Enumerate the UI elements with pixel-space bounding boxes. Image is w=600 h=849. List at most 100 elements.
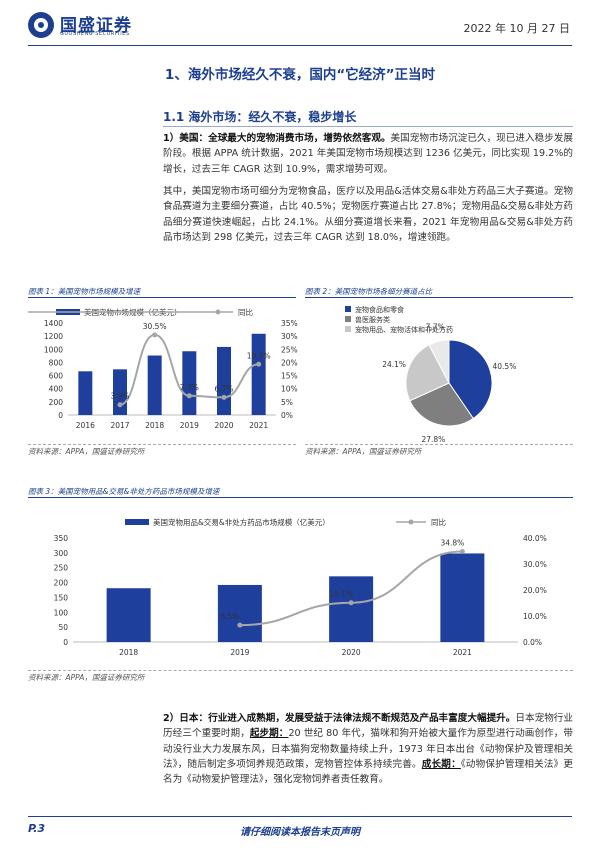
x-tick-label: 2018	[119, 648, 138, 657]
bar	[106, 588, 151, 642]
yoy-point	[117, 402, 123, 408]
y2-tick-label: 30.0%	[523, 560, 547, 569]
bar	[217, 584, 262, 642]
subsection-divider	[163, 126, 573, 127]
paragraph-usa-body: 美国宠物市场沉淀已久，现已进入稳步发展阶段。根据 APPA 统计数据，2021 …	[163, 133, 573, 175]
figure3-source: 资料来源：APPA，国盛证券研究所	[28, 673, 145, 682]
paragraph-japan-startup: 20 世纪 80 年代，猫咪和狗开始被大量作为原型进行动画创作，带动没行业大力发…	[163, 728, 574, 770]
figure1-caption: 图表 1：美国宠物市场规模及增速	[28, 287, 141, 296]
y-tick-label: 200	[49, 398, 64, 407]
y2-tick-label: 0.0%	[523, 638, 542, 647]
pie-label: 24.1%	[382, 360, 406, 369]
bar	[440, 553, 485, 642]
paragraph-segments: 其中，美国宠物市场可细分为宠物食品，医疗以及用品&活体交易&非处方药品三大子赛道…	[163, 186, 573, 243]
x-tick-label: 2017	[110, 421, 129, 430]
data-label: 6.5%	[220, 612, 239, 621]
figure1-chart: 美国宠物市场规模（亿美元） 同比 02004006008001000120014…	[28, 307, 298, 430]
figure3-caption-line	[28, 497, 573, 498]
y2-tick-label: 20.0%	[523, 586, 547, 595]
x-tick-label: 2019	[230, 648, 249, 657]
figure2-source: 资料来源：APPA，国盛证券研究所	[305, 447, 422, 456]
figure1-source-divider	[28, 444, 296, 445]
paragraph-japan-lead: 2）日本：行业进入成熟期，发展受益于法律法规不断规范及产品丰富度大幅提升。	[163, 713, 516, 724]
data-label: 15.1%	[329, 590, 353, 599]
pie-slice	[448, 339, 493, 420]
y-tick-label: 1000	[44, 345, 63, 354]
y2-tick-label: 40.0%	[523, 534, 547, 543]
y2-tick-label: 20%	[281, 358, 298, 367]
paragraph-japan-growth: 《动物保护管理相关法》更名为《动物爱护管理法》，强化宠物饲养者责任教育。	[163, 758, 574, 786]
y-tick-label: 600	[49, 372, 64, 381]
figure1-caption-line	[28, 297, 296, 298]
data-label: 7.3%	[180, 383, 199, 392]
legend-bar-label: 美国宠物用品&交易&非处方药品市场规模（亿美元）	[153, 517, 330, 527]
label-growth-period: 成长期：	[421, 758, 461, 770]
report-date: 2022 年 10 月 27 日	[463, 22, 570, 35]
y2-tick-label: 5%	[281, 398, 293, 407]
x-tick-label: 2019	[180, 421, 199, 430]
legend-label: 兽医服务类	[355, 315, 390, 324]
x-tick-label: 2016	[76, 421, 95, 430]
figure2-caption: 图表 2：美国宠物市场各细分赛道占比	[305, 287, 433, 296]
legend-swatch	[345, 306, 351, 312]
bar	[78, 371, 93, 415]
paragraph-japan-intro: 日本宠物行业历经三个重要时期，	[163, 713, 573, 740]
y-tick-label: 50	[58, 623, 68, 632]
yoy-point	[186, 393, 192, 399]
y2-tick-label: 35%	[281, 319, 298, 328]
figure3-caption: 图表 3：美国宠物用品&交易&非处方药品市场规模及增速	[28, 487, 220, 496]
x-tick-label: 2018	[145, 421, 164, 430]
pie-slice	[428, 339, 450, 384]
pie-label: 27.8%	[421, 435, 445, 442]
legend-bar-swatch	[125, 519, 149, 525]
x-tick-label: 2021	[453, 648, 472, 657]
yoy-point	[152, 332, 158, 338]
y-tick-label: 800	[49, 358, 64, 367]
yoy-point	[459, 549, 465, 555]
figure3-source-divider	[28, 670, 573, 671]
y2-tick-label: 25%	[281, 345, 298, 354]
bar	[147, 355, 162, 415]
y-tick-label: 150	[54, 593, 69, 602]
data-label: 19.3%	[247, 351, 271, 360]
y-tick-label: 200	[54, 579, 69, 588]
figure2-source-divider	[305, 444, 573, 445]
y-tick-label: 350	[54, 534, 69, 543]
section-title: 1、海外市场经久不衰，国内“它经济”正当时	[164, 67, 436, 83]
y-tick-label: 300	[54, 549, 69, 558]
logo-text: 国盛证券	[60, 16, 132, 36]
data-label: 3.9%	[110, 392, 129, 401]
y2-tick-label: 30%	[281, 332, 298, 341]
page-number: P.3	[28, 822, 46, 835]
y-tick-label: 1200	[44, 332, 63, 341]
pie-slice	[405, 344, 450, 402]
bar	[251, 333, 266, 415]
figure3-chart: 美国宠物用品&交易&非处方药品市场规模（亿美元） 同比 0 50 100 150 200…	[54, 517, 547, 657]
y-tick-label: 1400	[44, 319, 63, 328]
logo-icon	[28, 12, 54, 38]
yoy-point	[237, 622, 243, 628]
paragraph-usa: 1）美国：全球最大的宠物消费市场，增势依然客观。美国宠物市场沉淀已久，现已进入稳…	[163, 131, 573, 177]
yoy-point	[256, 361, 262, 367]
y2-tick-label: 10%	[281, 385, 298, 394]
x-tick-label: 2021	[249, 421, 268, 430]
figure2-caption-line	[305, 297, 573, 298]
y2-tick-label: 10.0%	[523, 612, 547, 621]
data-label: 6.7%	[214, 384, 233, 393]
legend-swatch	[345, 326, 351, 332]
footer-divider	[28, 816, 572, 817]
y2-tick-label: 0%	[281, 411, 293, 420]
legend-line-marker	[408, 519, 414, 525]
footer-disclaimer: 请仔细阅读本报告末页声明	[240, 827, 360, 838]
y-tick-label: 100	[54, 608, 69, 617]
yoy-point	[348, 600, 354, 606]
bar	[217, 346, 231, 415]
pie-label: 40.5%	[493, 362, 517, 371]
legend-line-marker	[215, 309, 221, 315]
pie-label: 7.7%	[426, 323, 445, 332]
x-tick-label: 2020	[214, 421, 233, 430]
subsection-title: 1.1 海外市场：经久不衰，稳步增长	[163, 110, 357, 124]
y-tick-label: 250	[54, 564, 69, 573]
legend-swatch	[345, 316, 351, 322]
